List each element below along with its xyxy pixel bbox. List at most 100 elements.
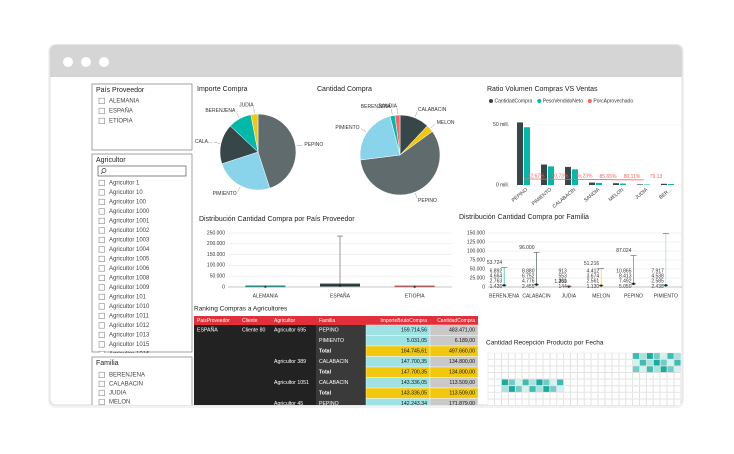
checkbox[interactable] xyxy=(98,217,105,224)
chart-title: Cantidad Recepción Producto por Fecha xyxy=(486,340,604,347)
checkbox[interactable] xyxy=(98,179,105,186)
table-cell: 134.800,00 xyxy=(449,370,475,376)
slicer-item[interactable]: Agricultor 1010 xyxy=(109,304,150,310)
heatmap-cell xyxy=(577,359,585,366)
slicer-item[interactable]: CALABACIN xyxy=(109,382,143,388)
slicer-item[interactable]: Agricultor 1006 xyxy=(109,266,150,272)
data-label: 6.752 xyxy=(522,274,535,280)
slicer-item[interactable]: Agricultor 1011 xyxy=(109,314,150,320)
slicer-item[interactable]: Agricultor 1001 xyxy=(109,219,150,225)
slicer-item[interactable]: Agricultor 1005 xyxy=(109,257,150,263)
heatmap-cell xyxy=(501,352,509,360)
slicer-item[interactable]: Agricultor 1000 xyxy=(109,209,150,215)
table-cell: Agricultor 1051 xyxy=(274,380,309,386)
heatmap-cell xyxy=(632,379,640,386)
heatmap-cell xyxy=(522,366,529,373)
heatmap-cell xyxy=(674,372,681,379)
heatmap-cell xyxy=(625,359,633,366)
checkbox[interactable] xyxy=(98,198,105,205)
slicer-item[interactable]: ESPAÑA xyxy=(109,108,133,115)
checkbox[interactable] xyxy=(98,236,105,243)
slicer-item[interactable]: JUDIA xyxy=(109,391,126,397)
column-header[interactable]: CantidadCompra xyxy=(437,318,475,324)
checkbox[interactable] xyxy=(98,293,105,301)
column-header[interactable]: Cliente xyxy=(242,318,258,324)
heatmap-cell xyxy=(591,392,598,399)
heatmap-cell xyxy=(508,399,516,405)
heatmap-cell xyxy=(536,372,543,379)
slicer-item[interactable]: Agricultor 100 xyxy=(109,200,147,206)
checkbox[interactable] xyxy=(98,117,105,124)
slicer-item[interactable]: Agricultor 10 xyxy=(109,190,143,196)
checkbox[interactable] xyxy=(98,107,105,114)
checkbox[interactable] xyxy=(98,274,105,282)
data-label: 90,73% xyxy=(552,173,570,179)
checkbox[interactable] xyxy=(98,265,105,272)
heatmap-cell xyxy=(660,399,667,405)
checkbox[interactable] xyxy=(98,303,105,310)
column-header[interactable]: ImporteBrutoCompra xyxy=(380,318,427,324)
slicer-item[interactable]: ALEMANIA xyxy=(109,99,139,105)
column-header[interactable]: PaisProveedor xyxy=(197,318,230,324)
checkbox[interactable] xyxy=(98,208,105,215)
table-cell: ESPAÑA xyxy=(197,327,218,334)
checkbox[interactable] xyxy=(98,312,105,320)
heatmap-cell xyxy=(494,366,502,373)
checkbox[interactable] xyxy=(98,227,105,234)
heatmap-cell xyxy=(501,359,509,366)
heatmap-cell xyxy=(660,352,667,360)
slicer-item[interactable]: MELON xyxy=(109,400,130,406)
checkbox[interactable] xyxy=(98,350,105,357)
heatmap-cell xyxy=(563,372,571,379)
heatmap-cell xyxy=(639,399,647,405)
slicer-item[interactable]: BERENJENA xyxy=(109,373,145,379)
window-dot[interactable] xyxy=(99,57,109,67)
data-label: 6.892 xyxy=(490,268,503,274)
checkbox[interactable] xyxy=(98,97,105,104)
slicer-item[interactable]: Agricultor 101 xyxy=(109,295,147,301)
heatmap-cell xyxy=(660,372,667,379)
slicer-item[interactable]: Agricultor 1003 xyxy=(109,238,150,244)
window-dot[interactable] xyxy=(81,57,91,67)
heatmap-cell xyxy=(598,366,605,373)
slicer-item[interactable]: Agricultor 1013 xyxy=(109,333,150,339)
x-tick-label: PIMIENTO xyxy=(654,293,678,299)
checkbox[interactable] xyxy=(98,284,105,291)
checkbox[interactable] xyxy=(98,331,105,339)
checkbox[interactable] xyxy=(98,398,105,405)
y-tick-label: 50 mill. xyxy=(493,122,509,128)
heatmap-cell xyxy=(487,385,495,393)
slicer-item[interactable]: Agricultor 1016 xyxy=(109,352,150,358)
bar xyxy=(541,164,547,185)
slicer-item[interactable]: Agricultor 1004 xyxy=(109,247,150,253)
slicer-item[interactable]: Agricultor 1012 xyxy=(109,323,150,329)
checkbox[interactable] xyxy=(98,246,105,253)
heatmap-cell xyxy=(577,392,585,399)
search-box[interactable] xyxy=(97,165,187,177)
window-dot[interactable] xyxy=(63,57,73,67)
checkbox[interactable] xyxy=(98,389,105,397)
table-cell: CALABACIN xyxy=(319,359,349,365)
heatmap-cell xyxy=(501,372,509,379)
checkbox[interactable] xyxy=(98,255,105,263)
slicer-item[interactable]: Agricultor 1008 xyxy=(109,276,150,282)
column-header[interactable]: Agricultor xyxy=(274,318,295,324)
checkbox[interactable] xyxy=(98,189,105,196)
heatmap-cell xyxy=(577,352,585,360)
heatmap-cell xyxy=(598,392,605,399)
leader-line xyxy=(214,141,220,144)
slicer-item[interactable]: Agricultor 1002 xyxy=(109,228,150,234)
checkbox[interactable] xyxy=(98,341,105,348)
checkbox[interactable] xyxy=(98,322,105,329)
slicer-item[interactable]: Agricultor 1009 xyxy=(109,285,150,291)
slicer-item[interactable]: ETIOPIA xyxy=(109,119,133,125)
column-header[interactable]: Familia xyxy=(319,318,335,324)
checkbox[interactable] xyxy=(98,380,105,388)
table-body xyxy=(194,325,316,405)
heatmap-cell xyxy=(605,352,612,360)
checkbox[interactable] xyxy=(98,371,105,379)
data-label: 2.585 xyxy=(651,279,664,285)
data-label: 86,23% xyxy=(576,174,594,180)
slicer-item[interactable]: Agricultor 1 xyxy=(109,181,140,187)
slicer-item[interactable]: Agricultor 1015 xyxy=(109,342,150,348)
